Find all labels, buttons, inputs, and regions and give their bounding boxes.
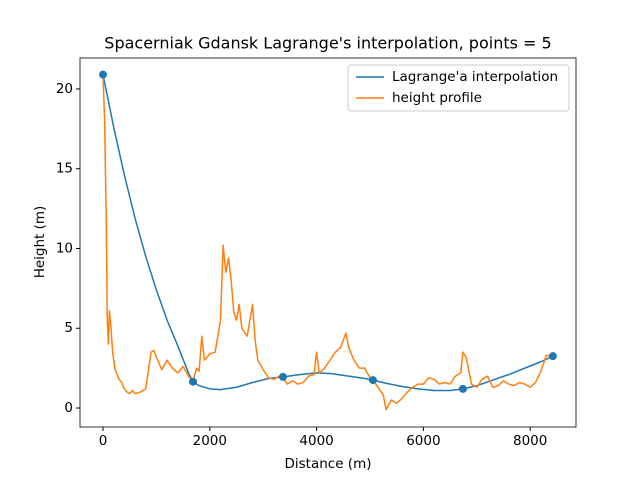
legend-label: Lagrange'a interpolation: [392, 69, 558, 85]
x-tick-label: 0: [99, 433, 108, 449]
x-axis-label: Distance (m): [284, 456, 371, 472]
x-tick-label: 4000: [299, 433, 333, 449]
x-tick-label: 8000: [513, 433, 547, 449]
x-tick-label: 2000: [193, 433, 227, 449]
node-point: [99, 70, 108, 79]
node-point: [368, 376, 377, 385]
node-point: [548, 352, 557, 361]
legend-label: height profile: [392, 90, 482, 106]
y-axis-label: Height (m): [32, 206, 48, 279]
series-line: [102, 74, 553, 411]
node-point: [458, 384, 467, 393]
node-point: [278, 372, 287, 381]
y-tick-label: 15: [56, 161, 73, 177]
chart-title: Spacerniak Gdansk Lagrange's interpolati…: [104, 34, 551, 53]
x-tick-label: 6000: [406, 433, 440, 449]
series-line: [102, 74, 554, 392]
y-tick-label: 5: [64, 320, 73, 336]
y-tick-label: 10: [56, 240, 73, 256]
y-tick-label: 0: [64, 400, 73, 416]
legend-box: [347, 64, 570, 112]
axes-frame: [79, 57, 577, 428]
node-point: [188, 377, 197, 386]
y-tick-label: 20: [56, 81, 73, 97]
